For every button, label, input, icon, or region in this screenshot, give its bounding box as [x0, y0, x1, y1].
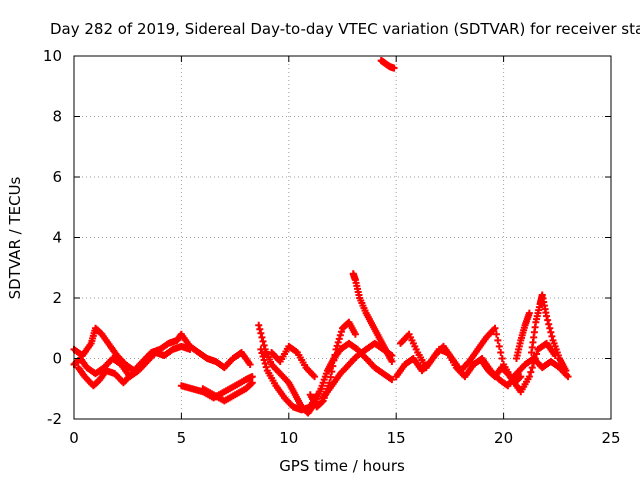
data-point: [388, 358, 396, 366]
series-track-10: [317, 339, 396, 393]
data-point: [246, 361, 254, 369]
data-point: [313, 391, 321, 399]
y-tick-label: 6: [52, 168, 62, 186]
series-track-3: [74, 364, 136, 390]
data-point: [492, 330, 500, 338]
x-tick-label: 5: [177, 429, 187, 447]
data-point: [260, 341, 268, 349]
data-point: [544, 316, 552, 324]
y-tick-label: 4: [52, 229, 62, 247]
data-point: [491, 324, 499, 332]
series-track-8: [268, 342, 319, 381]
series-track-12: [349, 270, 396, 366]
data-point: [257, 329, 265, 337]
data-point: [525, 309, 533, 317]
data-point: [564, 373, 572, 381]
y-axis-label: SDTVAR / TECUs: [6, 176, 24, 299]
series-track-16: [478, 358, 525, 387]
data-point: [562, 367, 570, 375]
x-tick-label: 15: [387, 429, 406, 447]
data-point: [248, 373, 256, 381]
data-point: [261, 360, 269, 368]
data-point: [334, 338, 342, 346]
data-point: [337, 328, 345, 336]
y-tick-label: -2: [47, 410, 62, 428]
series-track-5: [199, 379, 256, 405]
data-point: [495, 342, 503, 350]
series-track-6: [255, 321, 325, 417]
data-point: [527, 368, 535, 376]
data-point: [517, 373, 525, 381]
data-point: [335, 335, 343, 343]
x-tick-label: 10: [279, 429, 298, 447]
data-point: [258, 333, 266, 341]
data-point: [516, 374, 524, 382]
data-point: [390, 64, 398, 72]
series-track-1: [70, 324, 254, 375]
data-point: [497, 348, 505, 356]
data-point: [525, 373, 533, 381]
data-point: [257, 345, 265, 353]
series-track-4: [177, 373, 256, 402]
data-point: [256, 325, 264, 333]
chart-title: Day 282 of 2019, Sidereal Day-to-day VTE…: [50, 20, 640, 38]
y-tick-label: 8: [52, 108, 62, 126]
data-point: [260, 356, 268, 364]
data-point: [258, 349, 266, 357]
x-tick-label: 20: [494, 429, 513, 447]
x-tick-label: 25: [601, 429, 620, 447]
data-point: [247, 380, 255, 388]
data-point: [547, 328, 555, 336]
data-point: [351, 330, 359, 338]
data-point: [333, 342, 341, 350]
data-point: [259, 352, 267, 360]
series-track-17: [512, 309, 533, 362]
y-tick-label: 2: [52, 289, 62, 307]
data-point: [531, 355, 539, 362]
data-point: [311, 373, 319, 381]
data-point: [543, 312, 551, 320]
data-point: [546, 324, 554, 332]
data-point: [336, 331, 344, 339]
data-point: [248, 379, 256, 387]
x-axis-label: GPS time / hours: [279, 457, 405, 475]
x-tick-label: 0: [69, 429, 79, 447]
data-point: [494, 336, 502, 344]
tick-label-layer: 0 5 10 15 20 25 -2 0 2 4 6 8 10: [43, 47, 621, 447]
data-point: [128, 370, 136, 378]
data-point: [259, 337, 267, 345]
series-track-18: [528, 291, 570, 375]
grid-layer: [74, 56, 611, 419]
data-points-layer: [70, 57, 572, 417]
data-point: [548, 332, 556, 340]
tick-layer: [73, 55, 612, 420]
data-point: [528, 364, 536, 372]
data-point: [262, 363, 270, 371]
data-point: [533, 350, 541, 358]
y-tick-label: 10: [43, 47, 62, 65]
data-point: [318, 398, 326, 406]
y-tick-label: 0: [52, 350, 62, 368]
data-point: [530, 359, 538, 367]
series-track-13: [377, 57, 398, 72]
data-point: [545, 320, 553, 328]
data-point: [255, 321, 263, 329]
data-point: [498, 355, 506, 362]
data-point: [388, 376, 396, 384]
data-point: [186, 345, 194, 353]
